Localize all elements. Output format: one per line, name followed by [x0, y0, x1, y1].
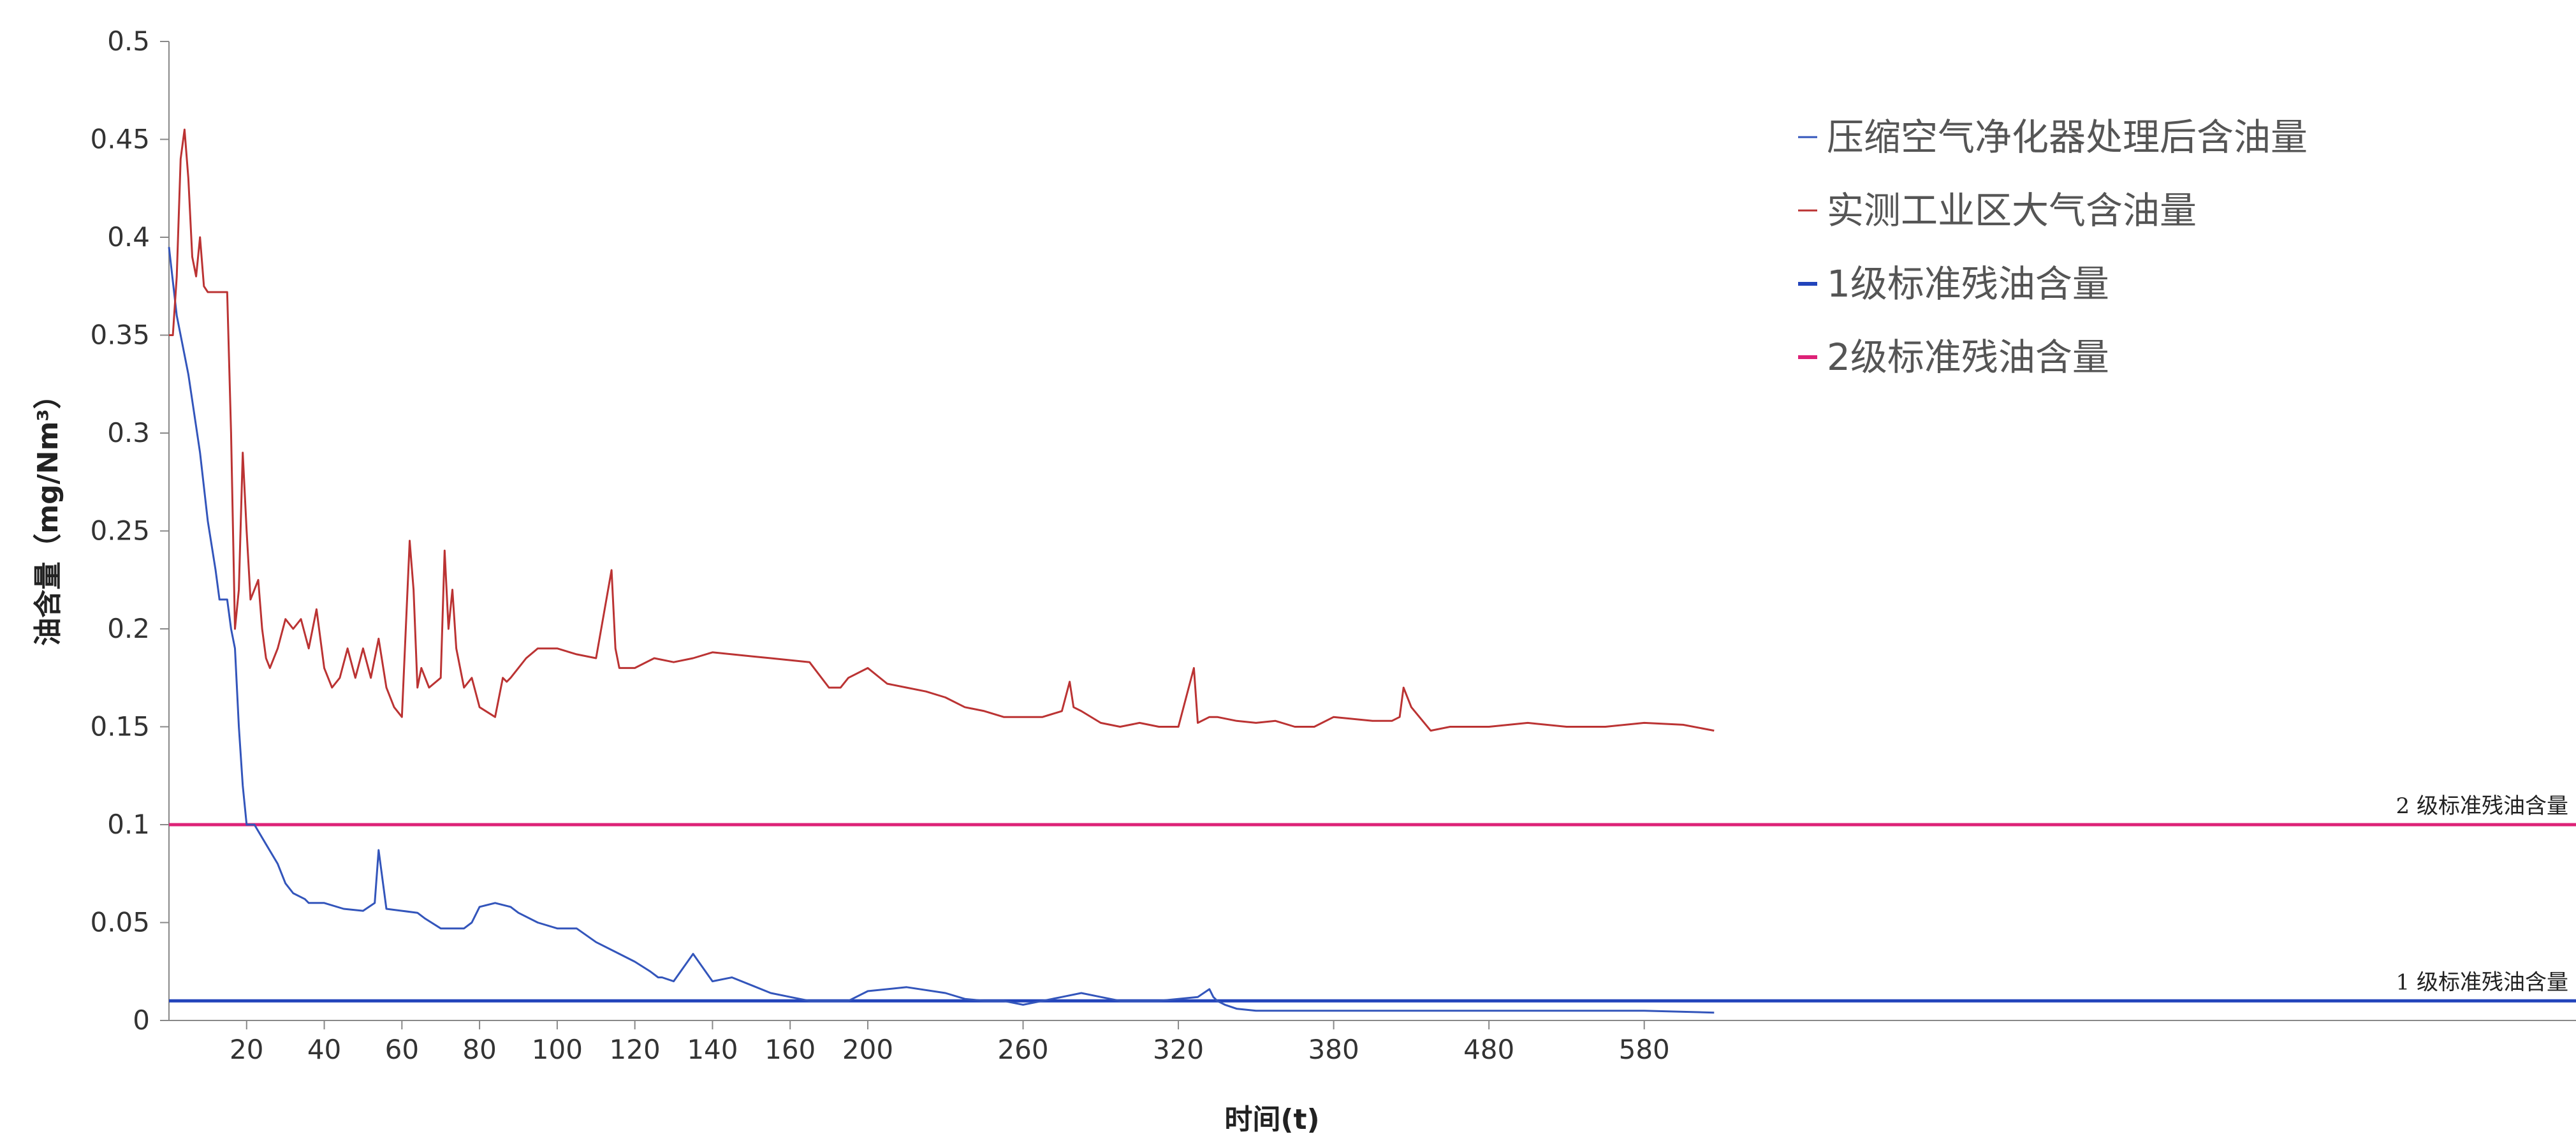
x-tick-label: 40	[307, 1034, 341, 1065]
x-axis-title: 时间(t)	[1224, 1103, 1319, 1136]
legend-label: 1级标准残油含量	[1827, 262, 2109, 305]
x-tick-label: 160	[765, 1034, 816, 1065]
legend-label: 压缩空气净化器处理后含油量	[1827, 115, 2308, 159]
series-lines	[168, 128, 1715, 1014]
x-tick-label: 60	[385, 1034, 419, 1065]
legend-item: 2级标准残油含量	[1798, 335, 2109, 379]
y-tick-label: 0.25	[90, 515, 150, 547]
y-axis-title: 油含量（mg/Nm³）	[32, 381, 64, 645]
x-tick-label: 260	[997, 1034, 1048, 1065]
reference-label-2: 1 级标准残油含量	[2396, 969, 2568, 995]
y-tick-label: 0.1	[107, 809, 150, 840]
legend-item: 压缩空气净化器处理后含油量	[1798, 115, 2308, 159]
reference-lines	[169, 823, 2576, 1003]
legend-label: 2级标准残油含量	[1827, 335, 2109, 379]
x-axis: 20 40 60 80 100 120 140 160 200 260 320 380 480 580	[169, 1020, 2576, 1065]
x-tick-label: 380	[1308, 1034, 1359, 1065]
y-tick-label: 0.3	[107, 417, 150, 448]
legend-label: 实测工业区大气含油量	[1827, 189, 2197, 232]
y-tick-label: 0.15	[90, 711, 150, 742]
reference-label-1: 2 级标准残油含量	[2396, 793, 2568, 819]
y-tick-label: 0.35	[90, 320, 150, 351]
x-tick-label: 200	[842, 1034, 893, 1065]
x-tick-label: 320	[1153, 1034, 1204, 1065]
x-tick-label: 580	[1619, 1034, 1670, 1065]
series-line-1	[168, 247, 1715, 1014]
legend-item: 实测工业区大气含油量	[1798, 189, 2197, 232]
x-tick-label: 100	[532, 1034, 583, 1065]
y-tick-label: 0.45	[90, 124, 150, 155]
y-axis: 0 0.05 0.1 0.15 0.2 0.25 0.3 0.35 0.4 0.45 0.5	[90, 26, 170, 1036]
series-line-2	[169, 128, 1715, 732]
x-tick-label: 120	[610, 1034, 661, 1065]
x-tick-label: 480	[1463, 1034, 1514, 1065]
y-tick-label: 0.5	[107, 26, 150, 57]
reference-labels: 2 级标准残油含量 1 级标准残油含量	[2396, 793, 2568, 995]
y-tick-label: 0.2	[107, 613, 150, 644]
y-tick-label: 0.05	[90, 907, 150, 938]
legend-item: 1级标准残油含量	[1798, 262, 2109, 305]
y-tick-label: 0.4	[107, 221, 150, 253]
x-tick-label: 20	[230, 1034, 263, 1065]
x-tick-label: 80	[462, 1034, 496, 1065]
x-tick-label: 140	[687, 1034, 738, 1065]
y-tick-label: 0	[133, 1005, 150, 1036]
